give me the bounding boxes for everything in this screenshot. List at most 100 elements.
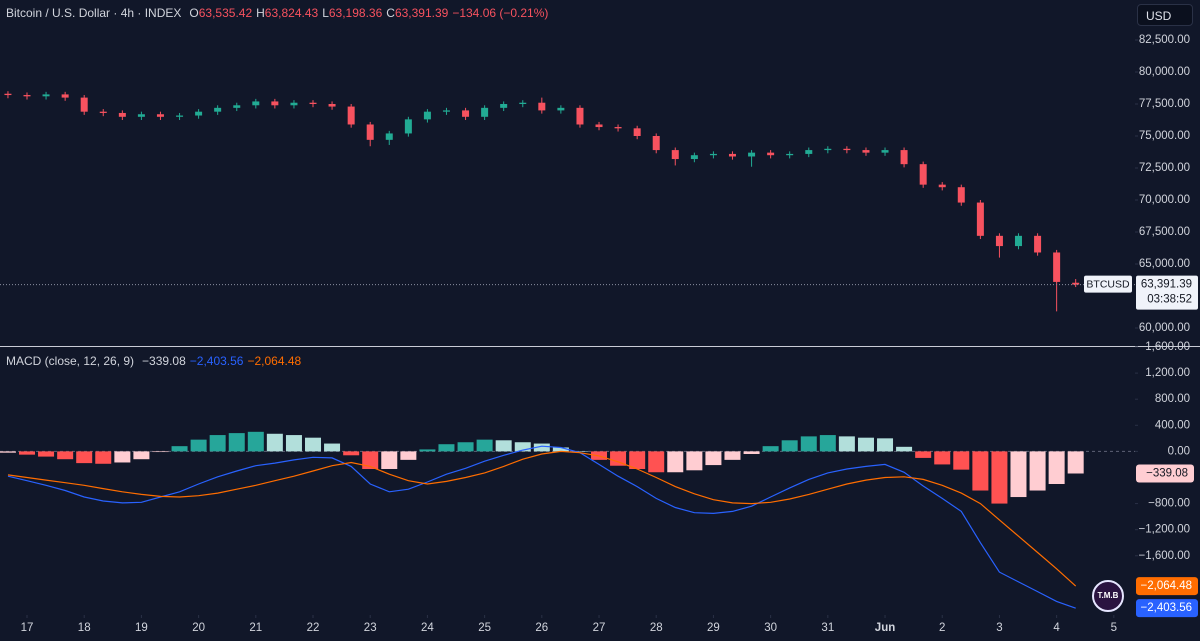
- histogram-bar: [18, 451, 35, 455]
- histogram-bar: [95, 451, 112, 464]
- y-tick-label: 1,600.00: [1145, 341, 1190, 353]
- countdown: 03:38:52: [1147, 294, 1192, 306]
- histogram-bar: [228, 433, 245, 452]
- histogram-bar: [305, 437, 322, 452]
- y-tick-label: 60,000.00: [1139, 322, 1190, 334]
- candle-body: [385, 133, 393, 140]
- histogram-bar: [1048, 451, 1065, 485]
- candle-body: [824, 148, 832, 151]
- histogram-last-label-bg: [1136, 464, 1194, 483]
- y-tick-label: 72,500.00: [1139, 162, 1190, 174]
- ohlc-key: H: [256, 6, 265, 20]
- candle-body: [233, 105, 241, 108]
- histogram-bar: [934, 451, 951, 465]
- ohlc-item: H63,824.43: [256, 6, 318, 20]
- histogram-bar: [0, 451, 16, 453]
- x-tick-label: 27: [593, 622, 606, 634]
- ohlc-item: L63,198.36: [322, 6, 382, 20]
- histogram-bar: [571, 451, 588, 452]
- candle-body: [957, 187, 965, 203]
- candle-body: [1014, 235, 1022, 247]
- symbol-tag-bg: [1084, 275, 1132, 293]
- candle-body: [671, 150, 679, 160]
- macd-last-label: −2,403.56: [1141, 602, 1192, 614]
- histogram-bar: [38, 451, 55, 457]
- candle-body: [42, 94, 50, 97]
- y-tick-label: −1,600.00: [1139, 550, 1190, 562]
- candle-body: [23, 95, 31, 97]
- histogram-bar: [457, 442, 474, 452]
- candle-body: [919, 164, 927, 185]
- histogram-bar: [533, 443, 550, 452]
- price-legend: Bitcoin / U.S. Dollar · 4h · INDEX O63,5…: [6, 6, 548, 20]
- histogram-last-label: −339.08: [1146, 468, 1188, 480]
- x-tick-label: 24: [421, 622, 434, 634]
- histogram-bar: [724, 451, 741, 460]
- histogram-bar: [552, 447, 569, 452]
- x-tick-label: 22: [307, 622, 320, 634]
- ohlc-value: 63,391.39: [394, 6, 449, 20]
- currency-button[interactable]: USD: [1137, 4, 1193, 26]
- histogram-bar: [133, 451, 150, 460]
- candle-body: [4, 93, 12, 96]
- histogram-bar: [495, 440, 512, 452]
- ohlc-legend: O63,535.42 H63,824.43 L63,198.36 C63,391.39: [189, 6, 448, 20]
- candle-body: [347, 106, 355, 125]
- histogram-bar: [629, 451, 646, 469]
- candle-body: [99, 111, 107, 113]
- x-tick-label: 21: [249, 622, 262, 634]
- histogram-bar: [476, 439, 493, 452]
- candle-body: [690, 155, 698, 160]
- candle-body: [328, 104, 336, 107]
- candle-body: [214, 107, 222, 112]
- histogram-bar: [190, 439, 207, 452]
- candle-body: [366, 124, 374, 140]
- histogram-bar: [419, 449, 436, 452]
- y-tick-label: 400.00: [1155, 419, 1190, 431]
- histogram-value: −339.08: [142, 354, 186, 368]
- candle-body: [309, 102, 317, 105]
- x-tick-label: 29: [707, 622, 720, 634]
- candle-body: [652, 136, 660, 151]
- candle-body: [786, 153, 794, 156]
- histogram-bar: [648, 451, 665, 473]
- histogram-bar: [1010, 451, 1027, 498]
- histogram-bar: [743, 451, 760, 454]
- candle-body: [80, 97, 88, 112]
- y-tick-label: 0.00: [1168, 445, 1190, 457]
- ohlc-key: C: [386, 6, 395, 20]
- histogram-bar: [343, 451, 360, 456]
- y-tick-label: 1,200.00: [1145, 367, 1190, 379]
- y-tick-label: 82,500.00: [1139, 34, 1190, 46]
- signal-last-label-bg: [1136, 577, 1198, 596]
- histogram-bar: [438, 444, 455, 452]
- candle-body: [290, 102, 298, 106]
- ohlc-value: 63,198.36: [328, 6, 383, 20]
- candle-body: [252, 101, 260, 106]
- histogram-bar: [285, 435, 302, 452]
- histogram-bar: [915, 451, 932, 458]
- macd-line: [7, 445, 1076, 609]
- candle-body: [176, 115, 184, 117]
- y-tick-label: 65,000.00: [1139, 258, 1190, 270]
- x-tick-label: 17: [21, 622, 34, 634]
- x-tick-label: 3: [996, 622, 1002, 634]
- histogram-bar: [857, 437, 874, 452]
- candle-body: [195, 111, 203, 116]
- candle-body: [748, 152, 756, 157]
- macd-last-label-bg: [1136, 599, 1198, 618]
- candle-body: [519, 102, 527, 105]
- histogram-bar: [953, 451, 970, 470]
- candle-body: [614, 127, 622, 129]
- histogram-bar: [514, 442, 531, 452]
- histogram-bar: [877, 438, 894, 452]
- candle-body: [1034, 235, 1042, 253]
- x-tick-label: 23: [364, 622, 377, 634]
- candle-body: [843, 148, 851, 151]
- histogram-bar: [610, 451, 627, 466]
- y-tick-label: 67,500.00: [1139, 226, 1190, 238]
- x-tick-label: 28: [650, 622, 663, 634]
- histogram-bar: [991, 451, 1008, 504]
- x-tick-label: 5: [1111, 622, 1117, 634]
